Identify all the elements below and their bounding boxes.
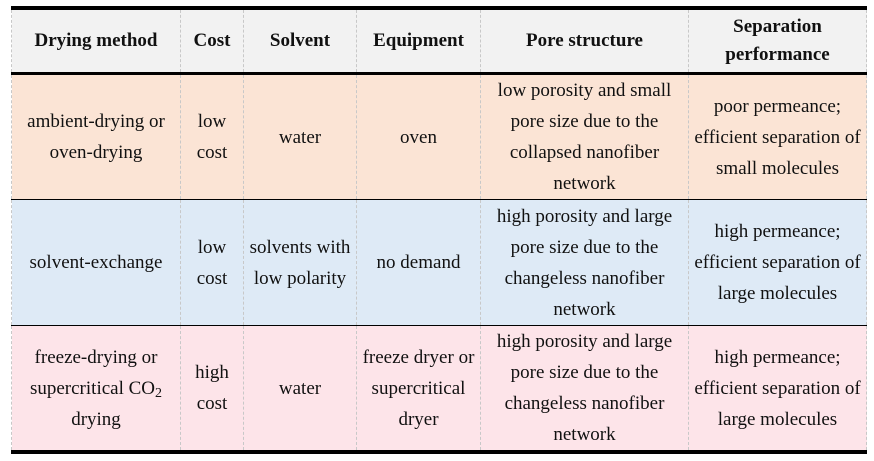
subscript: 2 <box>155 385 163 401</box>
cell-method: ambient-drying or oven-drying <box>11 73 181 200</box>
header-separation-performance: Separation performance <box>688 8 867 74</box>
cell-equipment: oven <box>356 73 481 200</box>
cell-cost: high cost <box>180 325 244 452</box>
header-cost: Cost <box>180 8 244 74</box>
cell-cost: low cost <box>180 73 244 200</box>
cell-pore: high porosity and large pore size due to… <box>480 325 689 452</box>
table-row: solvent-exchange low cost solvents with … <box>11 199 867 326</box>
cell-solvent: solvents with low polarity <box>243 199 357 326</box>
cell-solvent: water <box>243 325 357 452</box>
drying-methods-table: Drying method Cost Solvent Equipment Por… <box>11 6 867 454</box>
cell-method: solvent-exchange <box>11 199 181 326</box>
cell-separation: high permeance; efficient separation of … <box>688 199 867 326</box>
cell-equipment: freeze dryer or supercritical dryer <box>356 325 481 452</box>
cell-pore: low porosity and small pore size due to … <box>480 73 689 200</box>
cell-cost: low cost <box>180 199 244 326</box>
method-text: freeze-drying or supercritical CO <box>29 346 158 399</box>
cell-solvent: water <box>243 73 357 200</box>
cell-separation: poor permeance; efficient separation of … <box>688 73 867 200</box>
cell-method: freeze-drying or supercritical CO2 dryin… <box>11 325 181 452</box>
cell-equipment: no demand <box>356 199 481 326</box>
table-row: ambient-drying or oven-drying low cost w… <box>11 73 867 200</box>
header-solvent: Solvent <box>243 8 357 74</box>
header-pore-structure: Pore structure <box>480 8 689 74</box>
table-row: freeze-drying or supercritical CO2 dryin… <box>11 325 867 452</box>
header-equipment: Equipment <box>356 8 481 74</box>
cell-pore: high porosity and large pore size due to… <box>480 199 689 326</box>
header-row: Drying method Cost Solvent Equipment Por… <box>11 8 867 74</box>
method-text: drying <box>71 408 121 430</box>
cell-separation: high permeance; efficient separation of … <box>688 325 867 452</box>
header-drying-method: Drying method <box>11 8 181 74</box>
